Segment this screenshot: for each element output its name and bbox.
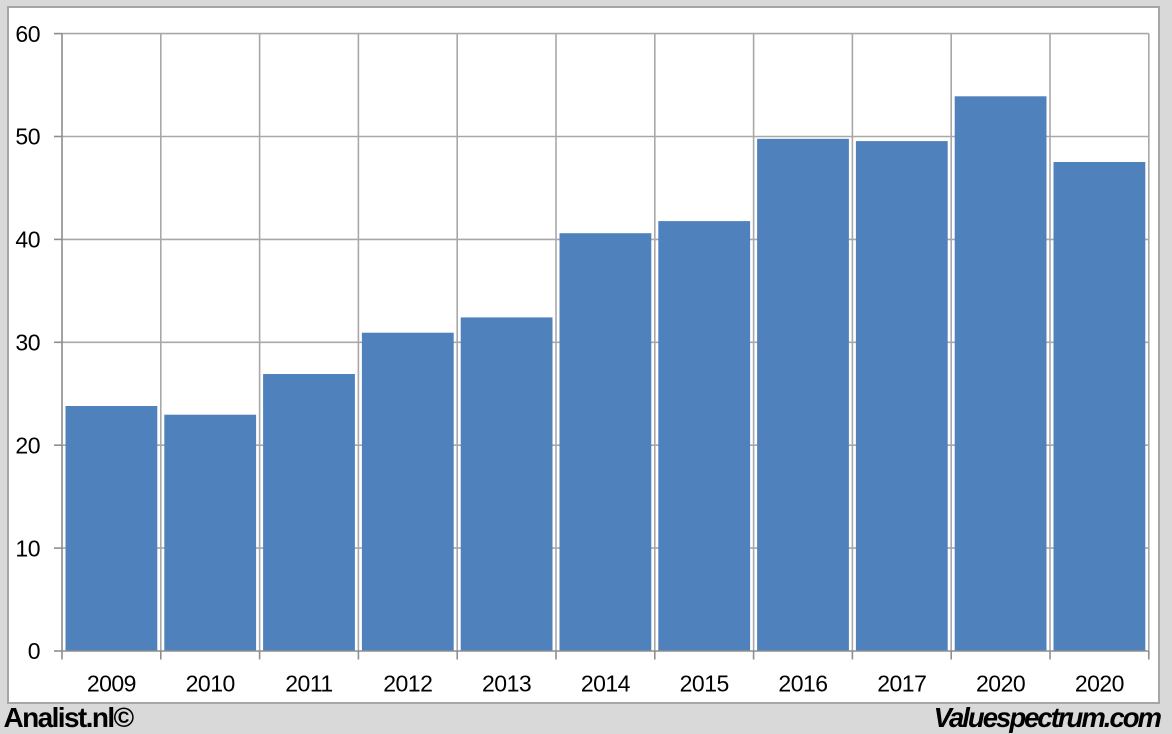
svg-text:0: 0 <box>28 638 40 664</box>
svg-text:Analist.nl©: Analist.nl© <box>4 702 135 733</box>
svg-text:60: 60 <box>15 21 40 47</box>
svg-text:2017: 2017 <box>877 671 926 697</box>
svg-text:2012: 2012 <box>383 671 432 697</box>
svg-text:2020: 2020 <box>976 671 1025 697</box>
svg-text:30: 30 <box>15 330 40 356</box>
svg-text:2010: 2010 <box>186 671 235 697</box>
svg-text:50: 50 <box>15 124 40 150</box>
svg-text:2020: 2020 <box>1075 671 1124 697</box>
svg-text:2009: 2009 <box>87 671 136 697</box>
svg-text:Valuespectrum.com: Valuespectrum.com <box>934 702 1162 733</box>
svg-text:2015: 2015 <box>680 671 729 697</box>
svg-text:2014: 2014 <box>581 671 631 697</box>
svg-text:2013: 2013 <box>482 671 531 697</box>
svg-text:20: 20 <box>15 432 40 458</box>
svg-text:10: 10 <box>15 535 40 561</box>
svg-text:2011: 2011 <box>285 671 332 697</box>
svg-text:40: 40 <box>15 227 40 253</box>
svg-text:2016: 2016 <box>778 671 827 697</box>
